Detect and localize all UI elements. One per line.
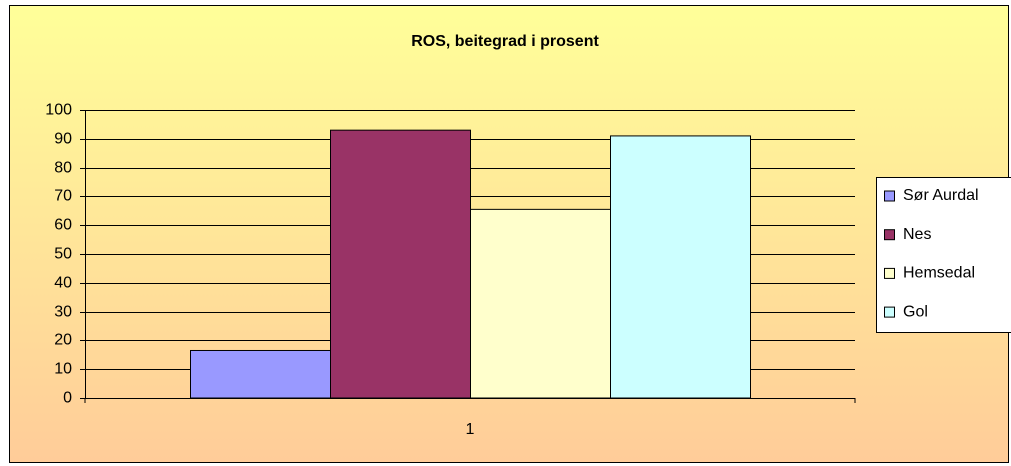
y-tick-label: 30: [54, 304, 72, 321]
legend-label: Nes: [903, 226, 931, 243]
y-tick-label: 70: [54, 188, 72, 205]
y-tick-label: 100: [45, 102, 72, 119]
bar: [190, 349, 331, 399]
bar: [610, 135, 751, 399]
y-tick-label: 80: [54, 160, 72, 177]
y-tick-label: 40: [54, 275, 72, 292]
legend-swatch: [884, 190, 895, 202]
legend-label: Gol: [903, 303, 928, 320]
legend-label: Hemsedal: [903, 265, 975, 282]
y-tick-label: 10: [54, 361, 72, 378]
y-tick-label: 50: [54, 246, 72, 263]
legend-swatch: [884, 229, 895, 241]
legend: [876, 177, 1011, 333]
legend-label: Sør Aurdal: [903, 187, 979, 204]
legend-swatch: [884, 306, 895, 318]
chart-title: ROS, beitegrad i prosent: [411, 33, 599, 50]
bar: [470, 208, 611, 399]
y-tick-label: 90: [54, 131, 72, 148]
bar: [330, 129, 471, 399]
x-tick-label: 1: [466, 421, 475, 438]
y-tick-label: 60: [54, 217, 72, 234]
legend-swatch: [884, 267, 895, 279]
y-tick-label: 0: [63, 390, 72, 407]
y-tick-label: 20: [54, 332, 72, 349]
